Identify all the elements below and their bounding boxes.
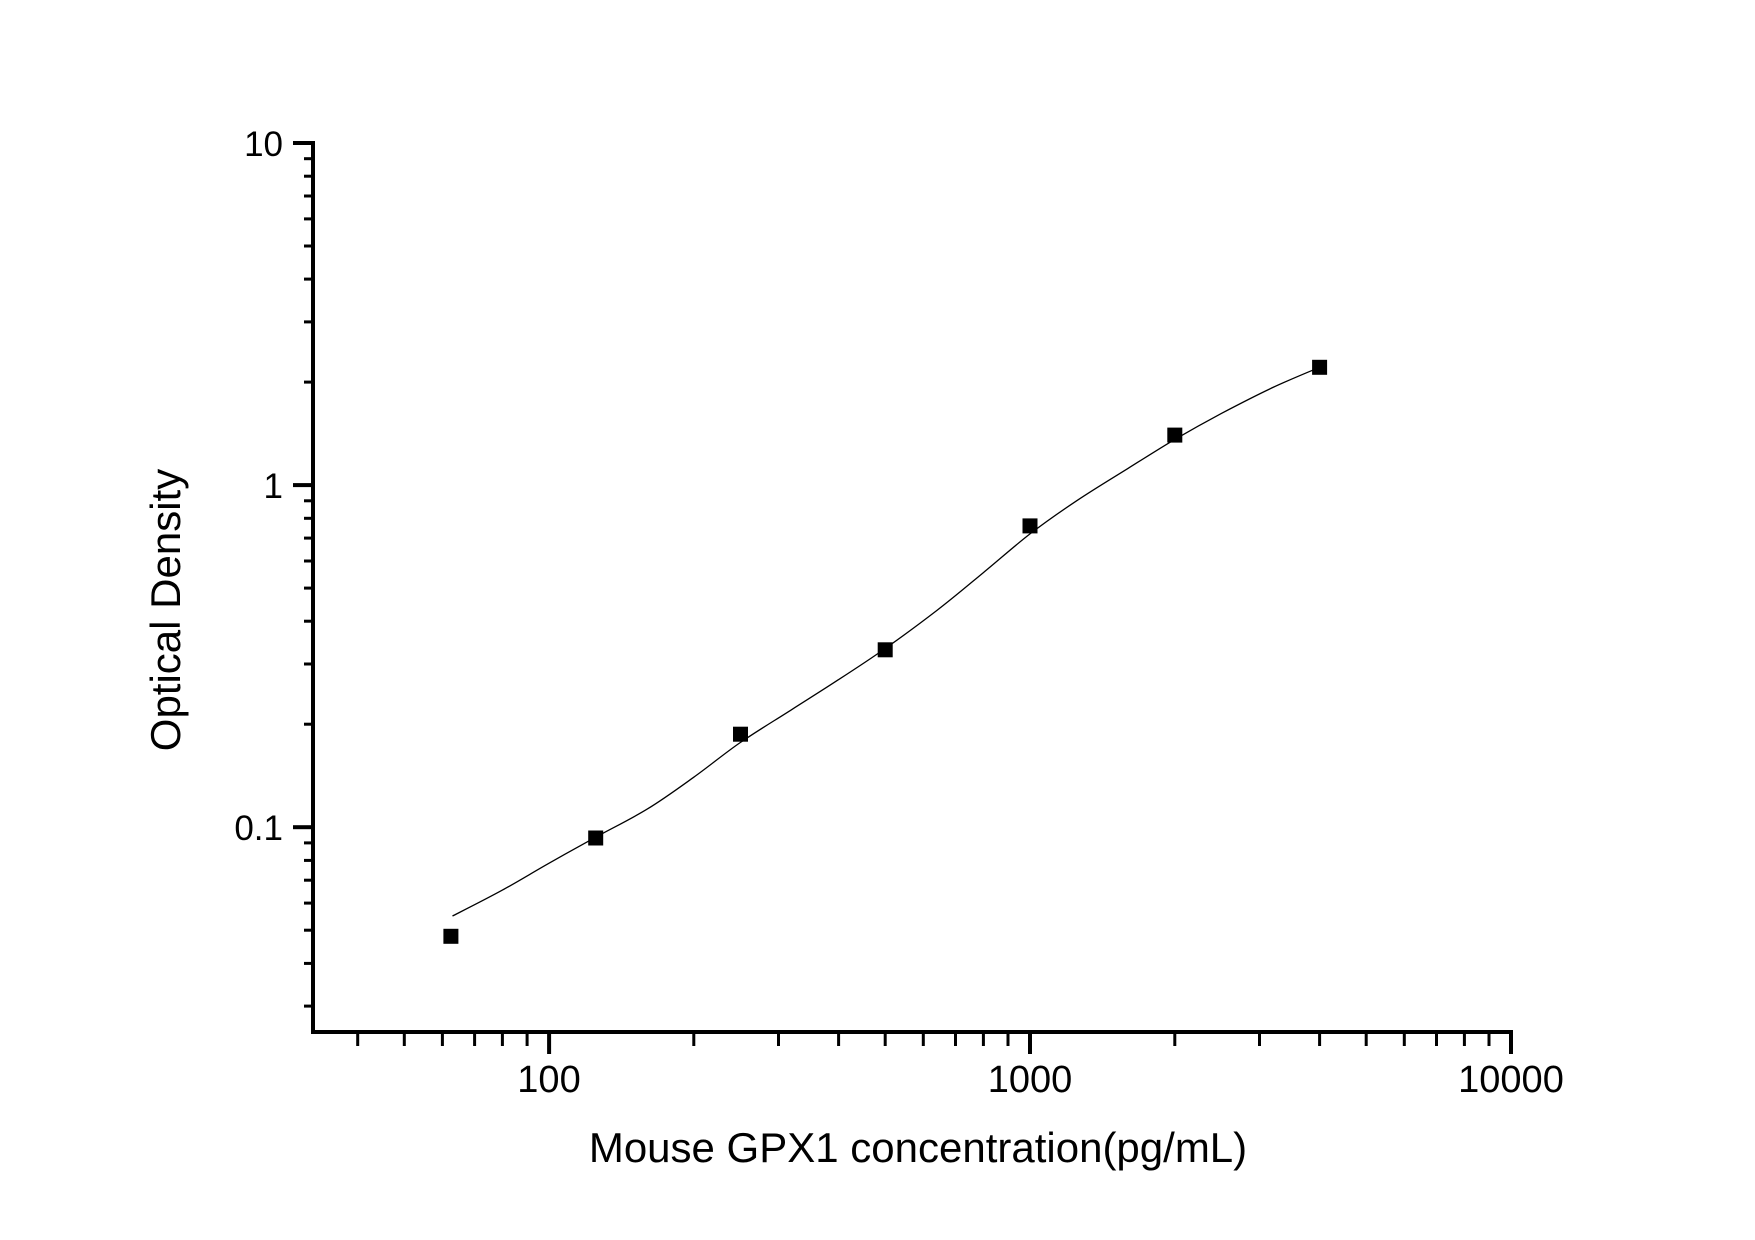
data-point-marker	[443, 928, 459, 944]
x-axis-line	[311, 1030, 1513, 1034]
y-axis-title: Optical Density	[142, 469, 189, 751]
data-point-marker	[1167, 427, 1183, 443]
x-tick-label-1000: 1000	[988, 1059, 1073, 1101]
y-minor-tick	[304, 878, 313, 882]
y-minor-tick	[304, 536, 313, 540]
x-minor-tick	[692, 1032, 696, 1046]
y-minor-tick	[304, 320, 313, 324]
x-minor-tick	[525, 1032, 529, 1046]
x-minor-tick	[356, 1032, 360, 1046]
y-minor-tick	[304, 901, 313, 905]
x-axis-tick-labels: 100 1000 10000	[517, 1059, 1564, 1101]
x-minor-tick	[440, 1032, 444, 1046]
y-minor-tick	[304, 217, 313, 221]
y-minor-tick	[304, 619, 313, 623]
y-major-tick	[293, 825, 313, 830]
x-minor-tick	[1462, 1032, 1466, 1046]
x-minor-tick	[921, 1032, 925, 1046]
x-minor-tick	[1364, 1032, 1368, 1046]
y-minor-tick	[304, 858, 313, 862]
y-minor-tick	[304, 244, 313, 248]
data-point-marker	[877, 642, 893, 658]
y-minor-tick	[304, 174, 313, 178]
x-major-tick	[547, 1032, 552, 1054]
x-tick-label-10000: 10000	[1458, 1059, 1564, 1101]
x-minor-tick	[954, 1032, 957, 1046]
x-minor-tick	[883, 1032, 887, 1046]
data-point-marker	[733, 726, 748, 742]
x-minor-tick	[1318, 1032, 1322, 1046]
y-minor-tick	[304, 841, 313, 845]
y-minor-tick	[304, 194, 313, 198]
y-major-tick	[293, 141, 313, 145]
y-minor-tick	[304, 516, 313, 520]
y-minor-tick	[304, 961, 313, 965]
y-minor-tick	[304, 928, 313, 932]
axis-ticks	[293, 141, 1513, 1054]
x-minor-tick	[1006, 1032, 1010, 1046]
y-minor-tick	[304, 1004, 313, 1008]
y-tick-label-1: 1	[264, 467, 283, 506]
x-minor-tick	[1258, 1032, 1261, 1046]
x-minor-tick	[1435, 1032, 1438, 1046]
x-minor-tick	[402, 1032, 406, 1046]
x-minor-tick	[777, 1032, 780, 1046]
y-minor-tick	[304, 559, 313, 563]
y-tick-label-10: 10	[244, 125, 283, 164]
x-minor-tick	[981, 1032, 985, 1046]
y-minor-tick	[304, 157, 313, 161]
y-major-tick	[293, 483, 313, 488]
y-minor-tick	[304, 662, 313, 666]
y-tick-label-0.1: 0.1	[234, 809, 283, 848]
x-axis-title: Mouse GPX1 concentration(pg/mL)	[589, 1124, 1247, 1171]
x-minor-tick	[1402, 1032, 1406, 1046]
y-axis-tick-labels: 10 1 0.1	[234, 125, 283, 848]
y-minor-tick	[304, 277, 313, 281]
x-major-tick	[1509, 1032, 1513, 1054]
x-minor-tick	[473, 1032, 477, 1046]
x-minor-tick	[500, 1032, 504, 1046]
x-major-tick	[1028, 1032, 1032, 1054]
y-minor-tick	[304, 499, 313, 503]
data-point-marker	[588, 830, 604, 846]
y-minor-tick	[304, 380, 313, 384]
data-points	[443, 359, 1328, 944]
x-tick-label-100: 100	[517, 1059, 580, 1101]
y-minor-tick	[304, 722, 313, 726]
x-minor-tick	[837, 1032, 841, 1046]
data-point-marker	[1312, 359, 1328, 375]
y-minor-tick	[304, 586, 313, 590]
x-minor-tick	[1173, 1032, 1177, 1046]
x-minor-tick	[1487, 1032, 1491, 1046]
data-point-marker	[1022, 518, 1038, 534]
